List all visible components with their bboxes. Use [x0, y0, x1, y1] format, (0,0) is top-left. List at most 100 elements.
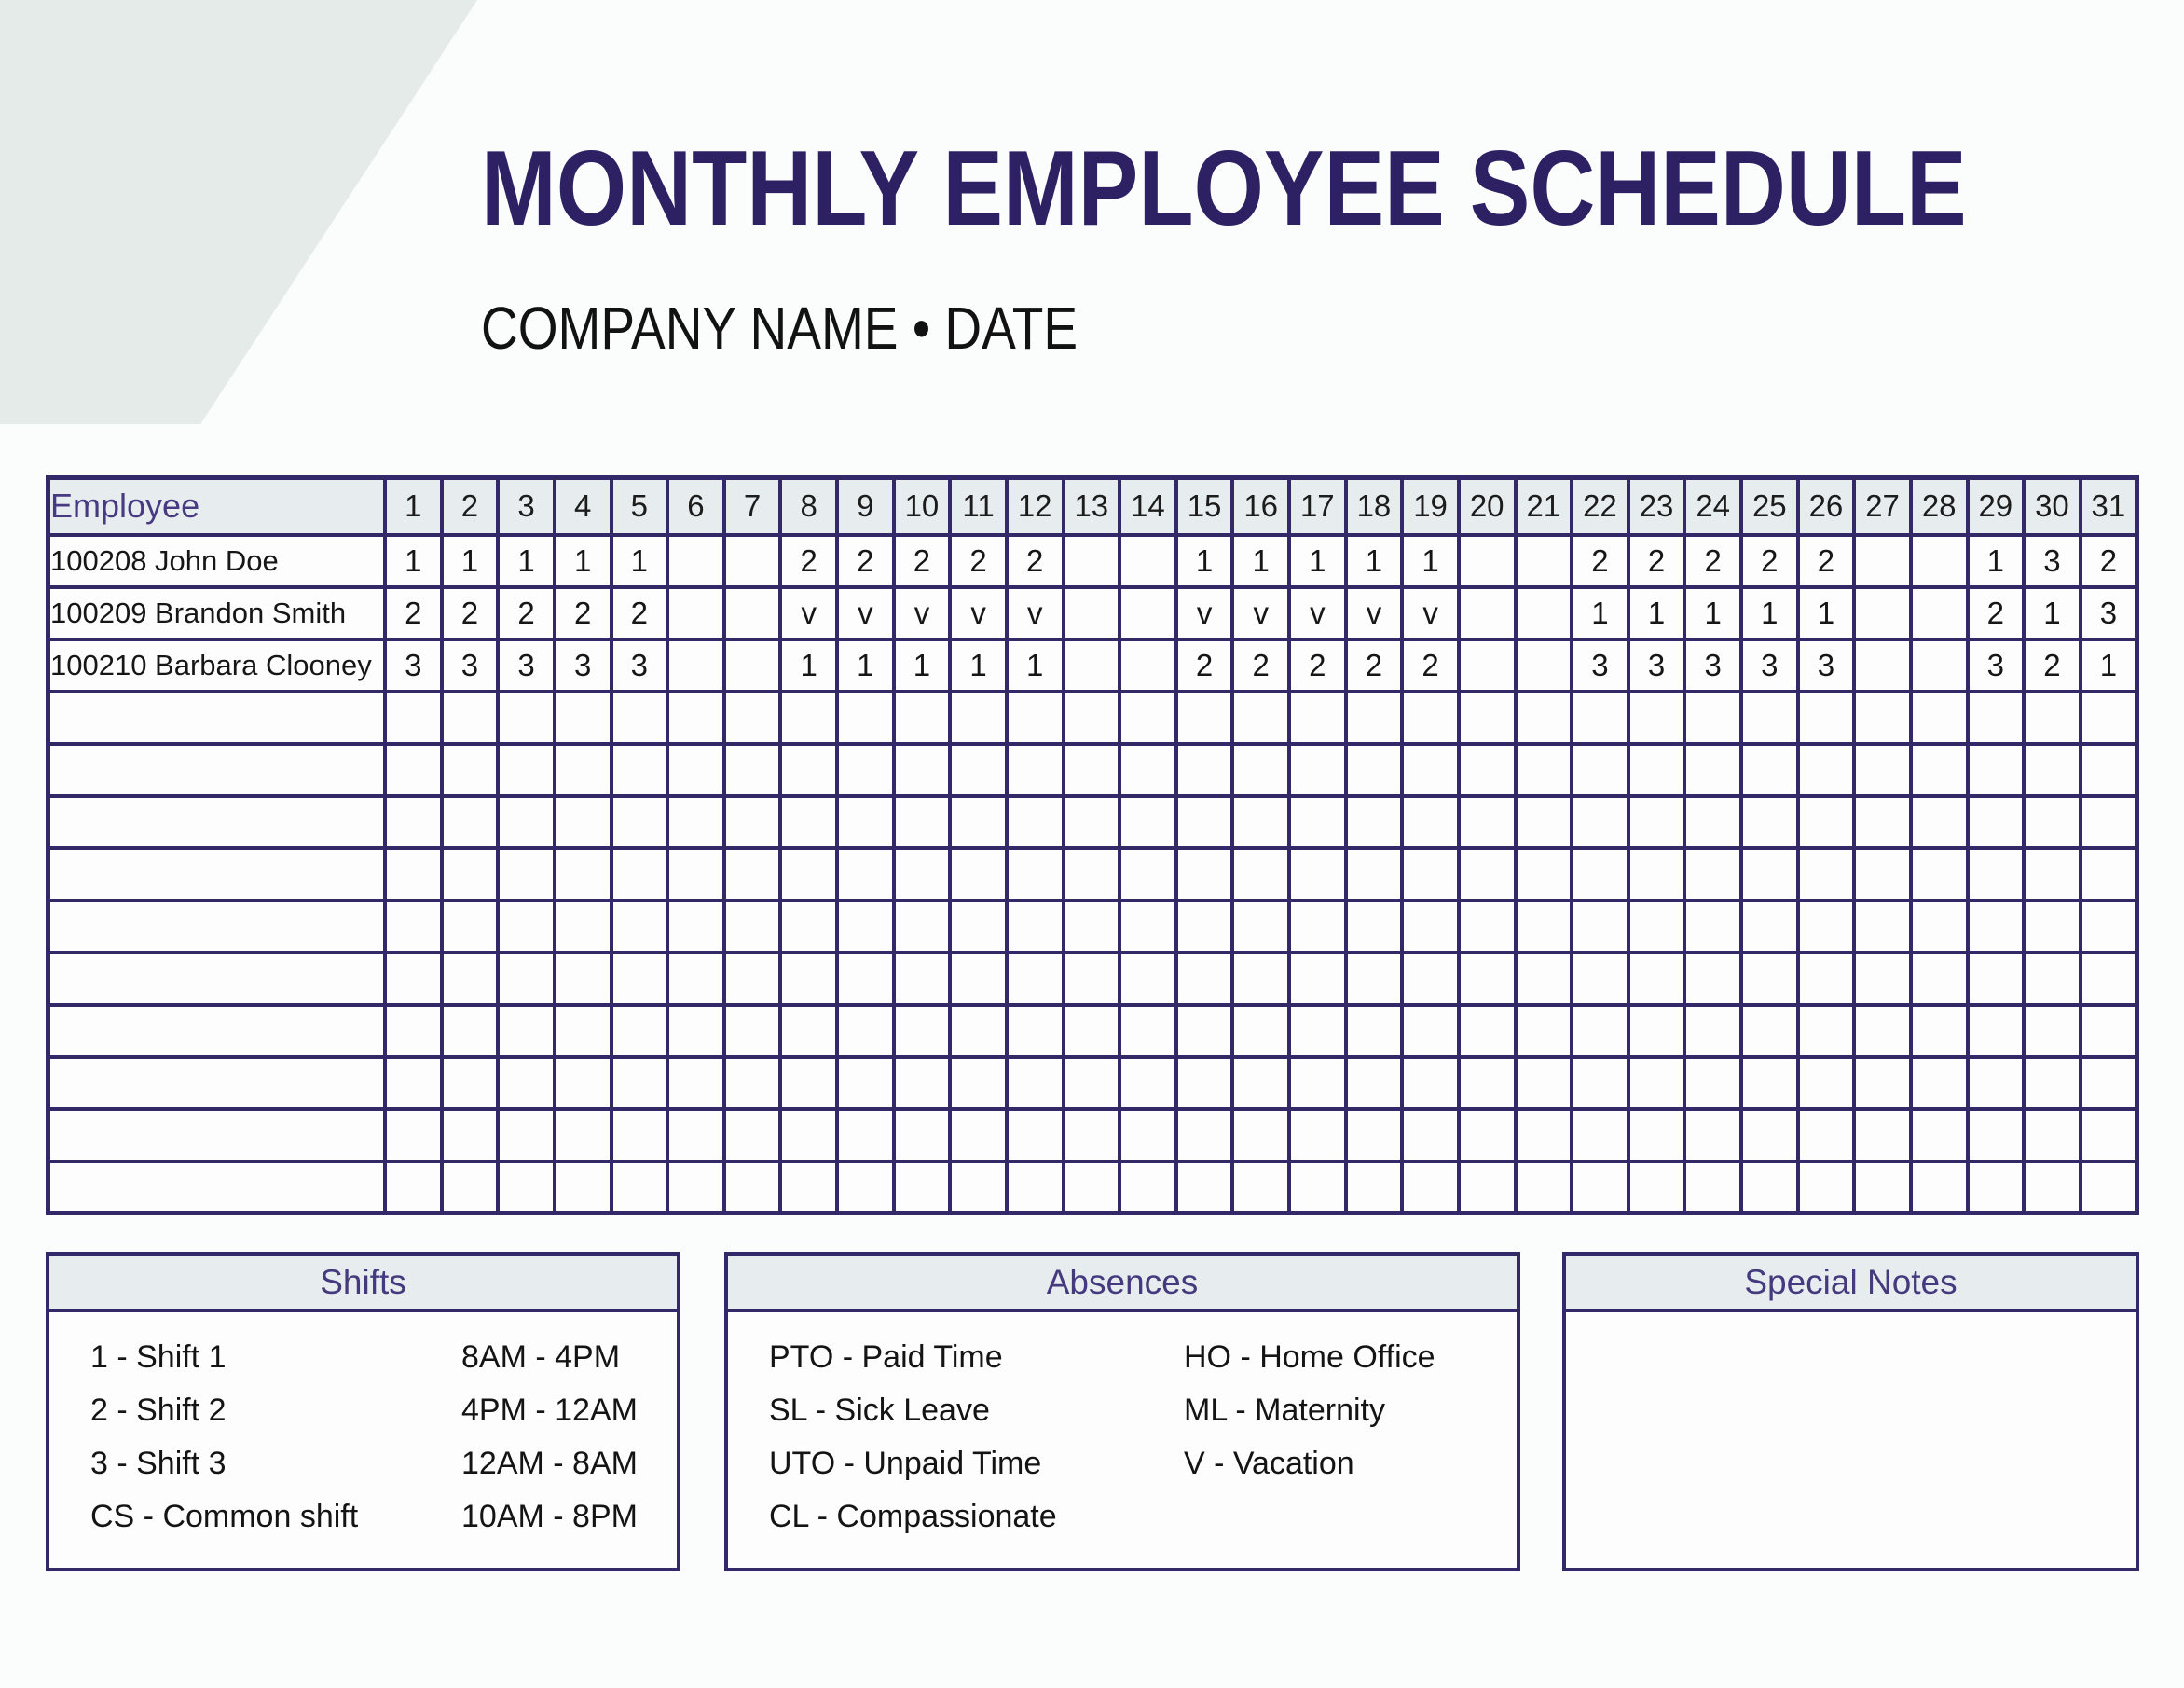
shift-cell — [1174, 845, 1235, 902]
shift-cell — [1683, 793, 1743, 850]
shift-cell — [1174, 1106, 1235, 1163]
shift-cell — [1400, 793, 1461, 850]
shift-cell — [1061, 1106, 1122, 1163]
shift-cell — [835, 689, 896, 746]
shift-cell: 2 — [1739, 532, 1800, 589]
day-header-cell: 16 — [1230, 475, 1291, 537]
shift-cell — [2078, 845, 2139, 902]
shift-legend-row: 2 - Shift 2 4PM - 12AM — [49, 1384, 677, 1437]
shift-cell — [891, 1054, 953, 1111]
shift-legend-row: 1 - Shift 1 8AM - 4PM — [49, 1331, 677, 1384]
day-header-cell: 1 — [383, 475, 444, 537]
shift-cell — [2022, 1054, 2082, 1111]
shift-cell — [778, 1054, 839, 1111]
shift-cell — [609, 898, 670, 954]
shift-cell — [1739, 689, 1800, 746]
shift-cell: 1 — [552, 532, 613, 589]
day-header-cell: 31 — [2078, 475, 2139, 537]
day-header-cell: 17 — [1287, 475, 1348, 537]
shift-cell — [948, 1054, 1009, 1111]
shift-cell — [1230, 689, 1291, 746]
shift-cell: 2 — [948, 532, 1009, 589]
shift-cell — [1343, 898, 1405, 954]
day-header-cell: 20 — [1456, 475, 1518, 537]
absences-column-1: PTO - Paid Time SL - Sick Leave UTO - Unpa… — [769, 1331, 1057, 1544]
shift-cell — [778, 1159, 839, 1215]
shift-cell — [439, 741, 501, 798]
shift-cell — [1965, 898, 2026, 954]
shift-cell — [666, 1159, 726, 1215]
shift-cell: 1 — [439, 532, 501, 589]
shift-cell — [1456, 845, 1518, 902]
shift-cell — [666, 845, 726, 902]
shift-cell — [439, 1054, 501, 1111]
shift-cell — [1287, 898, 1348, 954]
shift-cell — [1287, 950, 1348, 1007]
shift-cell: 3 — [609, 637, 670, 693]
shift-time-range: 10AM - 8PM — [461, 1499, 638, 1534]
day-header-cell: 2 — [439, 475, 501, 537]
shift-cell — [1513, 532, 1574, 589]
shift-cell — [1683, 741, 1743, 798]
day-header-cell: 7 — [721, 475, 783, 537]
shift-cell — [1118, 689, 1178, 746]
shift-cell — [1908, 532, 1970, 589]
absence-legend-item: ML - Maternity — [1184, 1393, 1386, 1428]
shift-cell — [1513, 637, 1574, 693]
shift-cell: 2 — [552, 584, 613, 641]
shift-cell — [552, 950, 613, 1007]
shift-cell — [496, 689, 556, 746]
shift-cell: 2 — [1626, 532, 1687, 589]
shift-cell — [1004, 898, 1065, 954]
shift-cell: 1 — [1400, 532, 1461, 589]
shift-cell — [1739, 1159, 1800, 1215]
shift-cell — [721, 793, 783, 850]
shift-cell — [609, 793, 670, 850]
shift-cell: 2 — [891, 532, 953, 589]
shift-cell: 2 — [1965, 584, 2026, 641]
shift-cell — [1739, 1054, 1800, 1111]
shift-cell — [1287, 1054, 1348, 1111]
shift-cell — [721, 845, 783, 902]
shift-cell — [1626, 741, 1687, 798]
shift-cell — [1061, 532, 1122, 589]
shift-cell — [1908, 793, 1970, 850]
shift-cell — [1230, 1002, 1291, 1059]
shift-cell — [552, 689, 613, 746]
day-header-cell: 29 — [1965, 475, 2026, 537]
absences-panel-body: PTO - Paid Time SL - Sick Leave UTO - Unpa… — [728, 1312, 1517, 1534]
day-header-cell: 18 — [1343, 475, 1405, 537]
shift-cell — [496, 741, 556, 798]
day-header-cell: 21 — [1513, 475, 1574, 537]
shift-cell — [891, 689, 953, 746]
shift-cell: v — [948, 584, 1009, 641]
shift-cell — [891, 1159, 953, 1215]
employee-name-cell — [46, 1054, 387, 1111]
day-header-cell: 4 — [552, 475, 613, 537]
shift-cell: 2 — [778, 532, 839, 589]
absences-panel: Absences PTO - Paid Time SL - Sick Leave U… — [724, 1252, 1520, 1571]
empty-schedule-row — [46, 1054, 2139, 1111]
shift-cell — [1061, 741, 1122, 798]
shift-cell: 3 — [1683, 637, 1743, 693]
shift-cell — [1683, 950, 1743, 1007]
shift-cell — [383, 845, 444, 902]
shift-cell — [1004, 1159, 1065, 1215]
day-header-cell: 28 — [1908, 475, 1970, 537]
shift-cell: 3 — [383, 637, 444, 693]
shifts-panel: Shifts 1 - Shift 1 8AM - 4PM 2 - Shift 2 4P… — [46, 1252, 680, 1571]
shift-cell — [1061, 584, 1122, 641]
shift-cell — [1683, 1054, 1743, 1111]
shift-cell — [666, 950, 726, 1007]
shift-cell — [891, 1002, 953, 1059]
shift-cell: 2 — [1343, 637, 1405, 693]
employee-name-cell — [46, 1106, 387, 1163]
shift-cell — [1230, 1106, 1291, 1163]
shift-cell — [2078, 898, 2139, 954]
empty-schedule-row — [46, 1002, 2139, 1059]
absence-legend-item: PTO - Paid Time — [769, 1339, 1003, 1375]
shift-cell — [948, 950, 1009, 1007]
shift-cell — [948, 689, 1009, 746]
shift-cell — [1739, 950, 1800, 1007]
shift-cell — [496, 898, 556, 954]
